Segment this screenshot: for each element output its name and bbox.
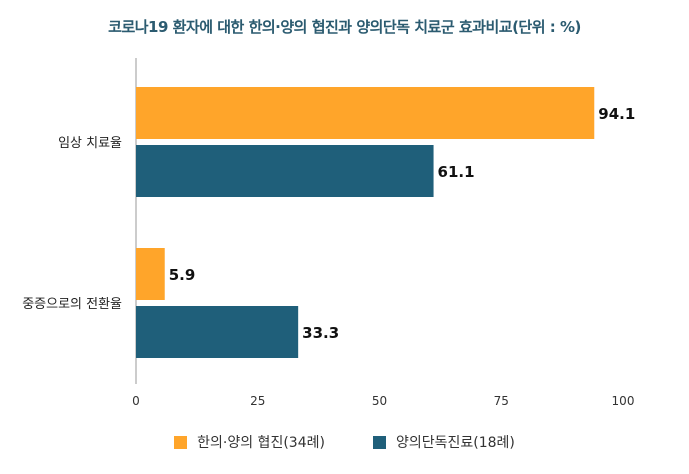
- x-tick-label: 25: [250, 394, 265, 408]
- legend-swatch: [174, 435, 188, 449]
- x-tick-label: 0: [132, 394, 140, 408]
- legend-label: 양의단독진료(18례): [395, 435, 515, 451]
- x-tick-label: 100: [612, 394, 635, 408]
- data-label: 5.9: [169, 266, 196, 284]
- x-tick-label: 75: [494, 394, 509, 408]
- legend-label: 한의·양의 협진(34례): [197, 435, 325, 451]
- legend-item: 양의단독진료(18례): [372, 432, 515, 452]
- category-label: 임상 치료율: [58, 136, 122, 151]
- chart-title: 코로나19 환자에 대한 한의·양의 협진과 양의단독 치료군 효과비교(단위 …: [108, 18, 581, 36]
- legend-item: 한의·양의 협진(34례): [174, 432, 325, 452]
- legend-swatch: [372, 435, 386, 449]
- bar: [136, 306, 299, 358]
- data-label: 33.3: [302, 324, 339, 342]
- legend: 한의·양의 협진(34례) 양의단독진료(18례): [0, 432, 689, 452]
- category-label: 중증으로의 전환율: [22, 297, 122, 312]
- x-tick-label: 50: [372, 394, 387, 408]
- bar: [136, 248, 165, 300]
- bar: [136, 87, 595, 139]
- bar: [136, 145, 434, 197]
- data-label: 94.1: [598, 105, 635, 123]
- data-label: 61.1: [438, 163, 475, 181]
